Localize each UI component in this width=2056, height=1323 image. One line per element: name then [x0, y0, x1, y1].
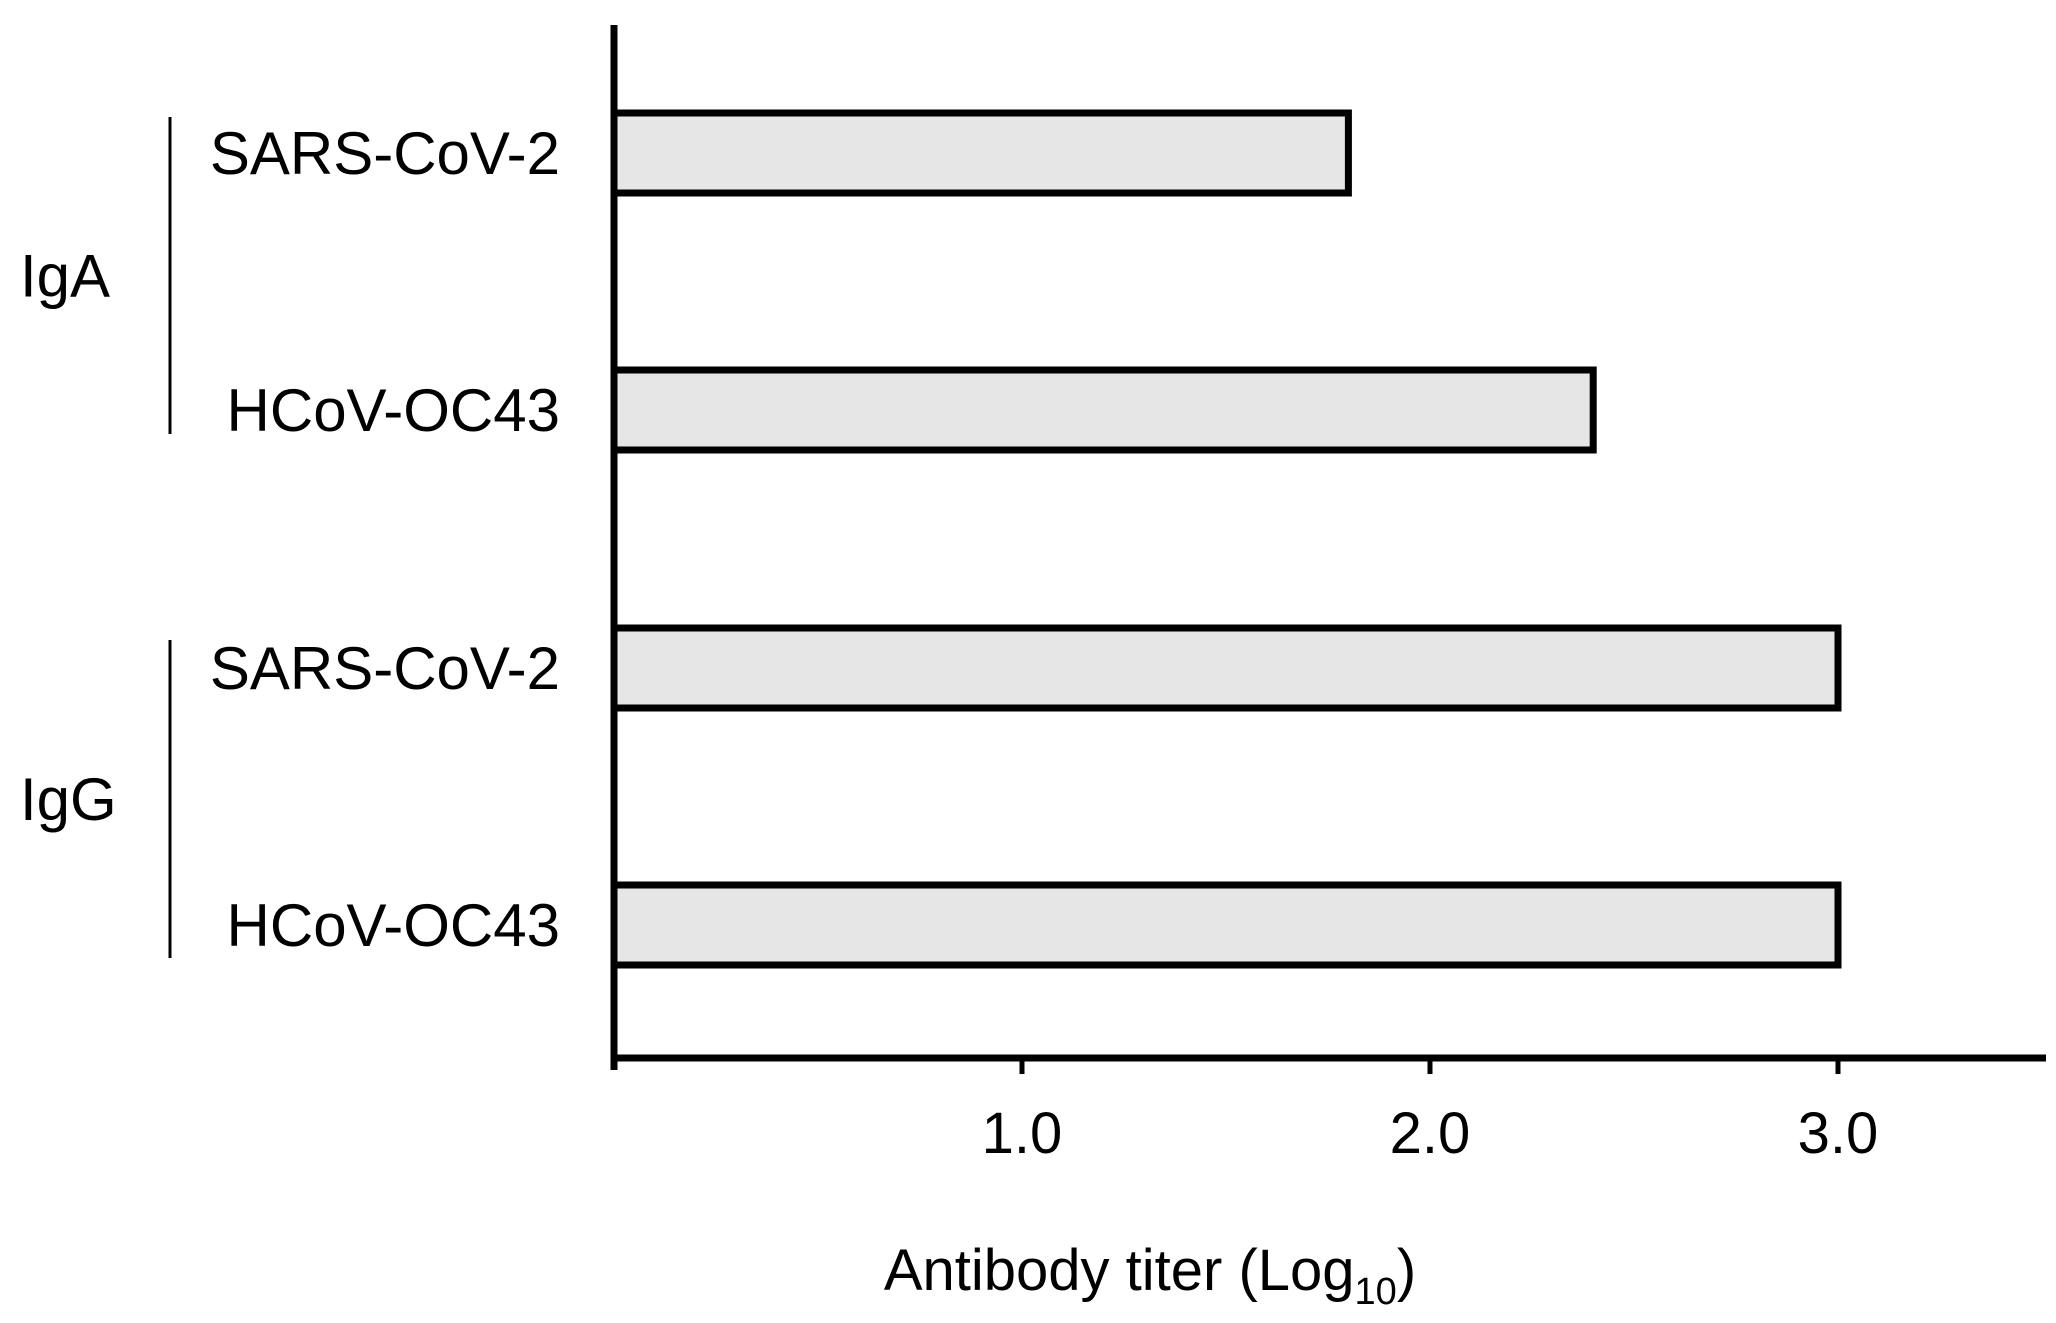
- group-brackets: IgA IgG: [20, 117, 172, 958]
- x-tick-label: 1.0: [982, 1101, 1063, 1166]
- category-labels: SARS-CoV-2 HCoV-OC43 SARS-CoV-2 HCoV-OC43: [210, 120, 560, 959]
- category-label: SARS-CoV-2: [210, 120, 560, 187]
- x-axis-title-suffix: ): [1397, 1238, 1416, 1303]
- category-label: HCoV-OC43: [227, 892, 560, 959]
- axes: [610, 25, 2046, 1070]
- bars: [610, 109, 1842, 969]
- category-label: HCoV-OC43: [227, 377, 560, 444]
- group-label: IgA: [20, 243, 110, 310]
- bar-igg-hcov-oc43: [610, 881, 1842, 969]
- x-tick-label: 2.0: [1390, 1101, 1471, 1166]
- bar-igg-sars-cov-2: [610, 624, 1842, 712]
- x-tick-label: 3.0: [1798, 1101, 1879, 1166]
- bar-iga-sars-cov-2: [610, 109, 1352, 197]
- bar-iga-hcov-oc43: [610, 366, 1597, 454]
- group-label: IgG: [20, 766, 117, 833]
- x-ticks: 1.0 2.0 3.0: [982, 1058, 1879, 1166]
- category-label: SARS-CoV-2: [210, 635, 560, 702]
- x-axis-title-subscript: 10: [1355, 1271, 1397, 1313]
- x-axis-title: Antibody titer (Log10): [884, 1238, 1416, 1313]
- x-axis-title-main: Antibody titer (Log: [884, 1238, 1355, 1303]
